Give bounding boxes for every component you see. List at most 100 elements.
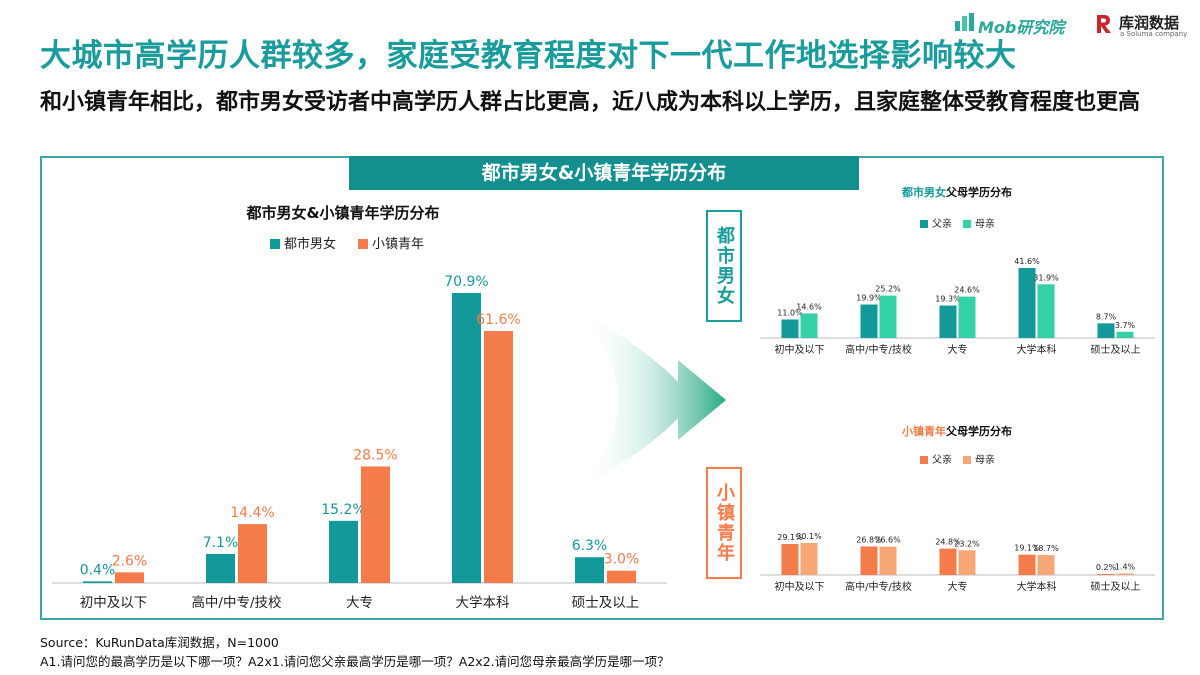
data-label: 14.6% <box>796 302 822 311</box>
bar <box>607 570 636 583</box>
category-label: 硕士及以上 <box>1091 343 1141 356</box>
question-note: A1.请问您的最高学历是以下哪一项？A2x1.请问您父亲最高学历是哪一项？A2x… <box>40 654 670 669</box>
data-label: 24.6% <box>954 286 980 295</box>
bar <box>781 544 799 575</box>
bar <box>1018 554 1036 575</box>
category-label: 硕士及以上 <box>572 595 640 611</box>
bar <box>238 524 267 583</box>
bar <box>575 557 604 583</box>
category-label: 大专 <box>346 595 373 611</box>
bar <box>1018 268 1036 338</box>
bar <box>484 331 513 583</box>
legend-swatch <box>358 239 368 249</box>
bar <box>781 319 799 338</box>
bar <box>1116 331 1134 338</box>
category-label: 初中及以下 <box>80 594 148 611</box>
data-label: 25.2% <box>875 285 901 294</box>
data-label: 31.9% <box>1033 273 1059 282</box>
data-label: 19.9% <box>856 294 882 303</box>
mob-logo: Mob研究院 <box>978 18 1065 37</box>
bar <box>1116 573 1134 575</box>
bar <box>361 466 390 583</box>
legend-label: 父亲 <box>932 453 952 466</box>
bar <box>958 296 976 338</box>
legend-label: 小镇青年 <box>372 237 424 252</box>
legend-swatch <box>270 239 280 249</box>
data-label: 15.2% <box>321 502 365 518</box>
category-label: 高中/中专/技校 <box>191 594 282 611</box>
kurun-logo-icon <box>1097 15 1111 33</box>
bar <box>800 313 818 338</box>
arrow-icon <box>578 310 726 490</box>
category-label: 大学本科 <box>1017 580 1057 593</box>
category-label: 大专 <box>948 343 968 356</box>
mob-logo-icon <box>955 13 974 31</box>
data-label: 41.6% <box>1014 257 1040 266</box>
chart-title: 都市男女父母学历分布 <box>901 185 1012 199</box>
bar <box>939 548 957 575</box>
data-label: 7.1% <box>203 535 239 551</box>
legend-swatch <box>963 456 971 464</box>
bar <box>800 542 818 575</box>
data-label: 3.7% <box>1115 321 1136 330</box>
bar <box>939 305 957 338</box>
data-label: 23.2% <box>954 539 980 548</box>
category-label: 大学本科 <box>1017 343 1057 356</box>
data-label: 8.7% <box>1096 312 1117 321</box>
chart-title-highlight: 小镇青年 <box>901 424 946 438</box>
data-label: 2.6% <box>112 553 148 569</box>
bar <box>879 546 897 575</box>
data-label: 1.4% <box>1115 563 1136 572</box>
data-label: 24.8% <box>935 538 961 547</box>
category-label: 初中及以下 <box>775 343 825 356</box>
bar <box>452 293 481 583</box>
page-subtitle: 和小镇青年相比，都市男女受访者中高学历人群占比更高，近八成为本科以上学历，且家庭… <box>40 90 1141 115</box>
page-title: 大城市高学历人群较多，家庭受教育程度对下一代工作地选择影响较大 <box>40 38 1017 74</box>
bar <box>83 581 112 583</box>
bar <box>329 520 358 583</box>
section-banner: 都市男女&小镇青年学历分布 <box>349 156 859 190</box>
data-label: 19.1% <box>1014 544 1040 553</box>
legend-swatch <box>920 456 928 464</box>
data-label: 0.4% <box>80 562 116 578</box>
bar <box>1037 555 1055 575</box>
legend-label: 都市男女 <box>284 236 336 252</box>
bar <box>1097 323 1115 338</box>
bar <box>879 295 897 338</box>
data-label: 11.0% <box>777 308 803 317</box>
bar <box>860 304 878 338</box>
bar <box>1097 574 1115 575</box>
data-label: 18.7% <box>1033 544 1059 553</box>
legend-label: 母亲 <box>975 217 995 230</box>
source-note: Source：KuRunData库润数据，N=1000 <box>40 635 279 650</box>
bar <box>860 546 878 575</box>
data-label: 3.0% <box>604 552 640 568</box>
data-label: 26.6% <box>875 536 901 545</box>
legend-label: 父亲 <box>932 217 952 230</box>
category-label: 大学本科 <box>456 595 510 611</box>
data-label: 0.2% <box>1096 563 1117 572</box>
chart-title: 都市男女&小镇青年学历分布 <box>245 204 439 222</box>
category-label: 高中/中专/技校 <box>845 580 912 593</box>
data-label: 29.1% <box>777 533 803 542</box>
bar <box>958 550 976 575</box>
bar <box>115 572 144 583</box>
chart-title-rest: 父母学历分布 <box>945 185 1012 199</box>
legend-swatch <box>963 220 971 228</box>
data-label: 14.4% <box>230 505 274 521</box>
data-label: 30.1% <box>796 532 822 541</box>
data-label: 6.3% <box>572 538 608 554</box>
category-label: 高中/中专/技校 <box>845 343 912 356</box>
category-label: 硕士及以上 <box>1091 580 1141 593</box>
chart-title-highlight: 都市男女 <box>901 185 946 199</box>
data-label: 70.9% <box>444 274 488 290</box>
chart-title: 小镇青年父母学历分布 <box>901 424 1012 438</box>
kurun-logo-subtext: a Soluma company <box>1120 30 1188 38</box>
urban-side-label: 都市男女 <box>706 210 742 322</box>
legend-swatch <box>920 220 928 228</box>
data-label: 28.5% <box>353 447 397 463</box>
legend-label: 母亲 <box>975 453 995 466</box>
chart-title-rest: 父母学历分布 <box>945 424 1012 438</box>
